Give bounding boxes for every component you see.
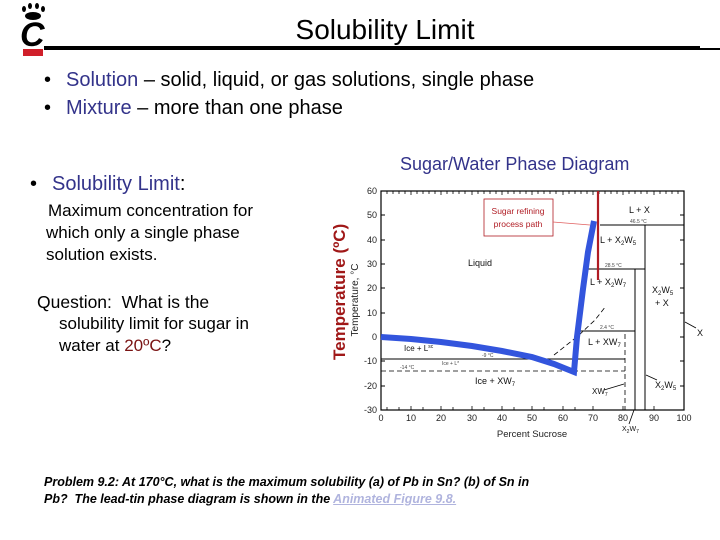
animated-figure-link[interactable]: Animated Figure 9.8.	[333, 492, 457, 506]
svg-text:X: X	[697, 328, 703, 338]
svg-text:90: 90	[649, 413, 659, 423]
mixture-description: – more than one phase	[131, 97, 343, 119]
svg-text:20: 20	[436, 413, 446, 423]
svg-text:50: 50	[367, 210, 377, 220]
svg-text:-20: -20	[364, 381, 377, 391]
bullet-dot: •	[44, 69, 52, 91]
svg-text:70: 70	[588, 413, 598, 423]
term-solubility-limit: Solubility Limit	[52, 173, 180, 195]
problem-line-2: Pb? The lead-tin phase diagram is shown …	[44, 491, 529, 508]
colon: :	[179, 173, 186, 195]
svg-text:Ice + L*: Ice + L*	[442, 361, 459, 367]
svg-text:L + XW7: L + XW7	[588, 337, 621, 349]
solution-description: – solid, liquid, or gas solutions, singl…	[138, 69, 535, 91]
y-ticks	[381, 214, 684, 387]
slide-title: Solubility Limit	[295, 14, 475, 45]
question-line-3: water at 20ºC?	[59, 335, 249, 357]
svg-text:30: 30	[467, 413, 477, 423]
svg-text:L + X2W7: L + X2W7	[590, 277, 627, 289]
svg-text:0: 0	[378, 413, 383, 423]
process-path-callout-box	[483, 198, 554, 237]
term-mixture: Mixture	[66, 97, 132, 119]
question-line-1: Question: What is the	[37, 291, 249, 313]
process-path-callout-text: Sugar refining	[492, 206, 545, 216]
svg-text:10: 10	[406, 413, 416, 423]
region-pointers	[603, 321, 697, 425]
svg-text:Liquid: Liquid	[468, 258, 492, 268]
term-solution: Solution	[66, 69, 139, 91]
question-text: What is the	[111, 292, 210, 312]
svg-text:100: 100	[676, 413, 691, 423]
callout-arrow	[552, 221, 591, 226]
bullet-mixture: • Mixture – more than one phase	[44, 94, 343, 122]
y-tick-labels: 60 50 40 30 20 10 0 -10 -20 -30	[364, 186, 377, 415]
svg-text:X2W7: X2W7	[622, 426, 639, 435]
svg-text:60: 60	[367, 186, 377, 196]
svg-text:20: 20	[367, 283, 377, 293]
svg-text:-10: -10	[364, 356, 377, 366]
svg-text:-30: -30	[364, 405, 377, 415]
svg-text:XW7: XW7	[592, 387, 608, 398]
x-minor-ticks	[386, 191, 679, 410]
svg-text:+ X: + X	[655, 298, 669, 308]
problem-statement: Problem 9.2: At 170°C, what is the maxim…	[44, 474, 529, 508]
liquidus-line	[380, 220, 597, 377]
process-path-callout-text: process path	[494, 219, 543, 229]
definition-line: solution exists.	[46, 245, 158, 264]
svg-text:10: 10	[367, 308, 377, 318]
svg-text:30: 30	[367, 259, 377, 269]
svg-text:-9 °C: -9 °C	[482, 353, 494, 359]
svg-text:0: 0	[372, 332, 377, 342]
x-tick-labels: 0 10 20 30 40 50 60 70 80 90 100	[378, 413, 691, 423]
region-labels: Liquid L + X L + X2W5 L + X2W7 L + XW7 X…	[404, 205, 703, 435]
x-axis-label: Percent Sucrose	[497, 429, 567, 440]
bullet-dot: •	[30, 173, 38, 195]
question-line-2: solubility limit for sugar in	[59, 314, 249, 333]
svg-text:C: C	[20, 16, 45, 54]
svg-text:2.4 °C: 2.4 °C	[600, 325, 614, 331]
paw-c-logo-icon: C	[20, 3, 45, 56]
definition-line: Maximum concentration for	[48, 201, 254, 220]
metastable-boundaries	[381, 305, 626, 410]
title-underline	[44, 46, 700, 50]
svg-text:L + X2W5: L + X2W5	[600, 235, 637, 247]
question-prefix: water at	[59, 336, 125, 355]
definition-line: which only a single phase	[46, 223, 240, 242]
question: Question: What is the solubility limit f…	[37, 291, 249, 357]
svg-text:60: 60	[558, 413, 568, 423]
bullet-dot: •	[44, 97, 52, 119]
svg-text:28.5 °C: 28.5 °C	[605, 263, 622, 269]
svg-text:40: 40	[367, 235, 377, 245]
svg-text:40: 40	[497, 413, 507, 423]
phase-boundaries	[381, 224, 684, 410]
problem-line-1: Problem 9.2: At 170°C, what is the maxim…	[44, 475, 530, 489]
title-underline-tail	[700, 48, 720, 50]
problem-line-2-text: Pb? The lead-tin phase diagram is shown …	[44, 492, 334, 506]
inner-y-axis-label: Temperature, °C	[350, 264, 361, 337]
question-suffix: ?	[161, 336, 172, 355]
bullet-solubility-limit: • Solubility Limit:	[30, 170, 185, 198]
temperature-highlight: 20ºC	[124, 336, 162, 355]
bullet-solution: • Solution – solid, liquid, or gas soluti…	[44, 66, 534, 94]
svg-text:80: 80	[618, 413, 628, 423]
solubility-limit-definition: Maximum concentration for which only a s…	[46, 200, 254, 266]
question-label: Question:	[37, 292, 112, 312]
svg-text:X2W5: X2W5	[652, 285, 674, 297]
svg-text:Ice + Lsc: Ice + Lsc	[404, 344, 434, 353]
university-logo: C	[14, 2, 54, 58]
chart-title: Sugar/Water Phase Diagram	[400, 154, 630, 174]
plot-frame	[380, 190, 685, 411]
svg-text:-14 °C: -14 °C	[400, 365, 415, 371]
svg-text:50: 50	[527, 413, 537, 423]
svg-text:Ice + XW7: Ice + XW7	[475, 376, 516, 388]
svg-text:X2W5: X2W5	[655, 380, 677, 392]
isotherm-labels: 46.5 °C 28.5 °C 2.4 °C -9 °C -14 °C Ice …	[400, 219, 647, 371]
svg-text:46.5 °C: 46.5 °C	[630, 219, 647, 225]
svg-text:L + X: L + X	[629, 205, 650, 215]
